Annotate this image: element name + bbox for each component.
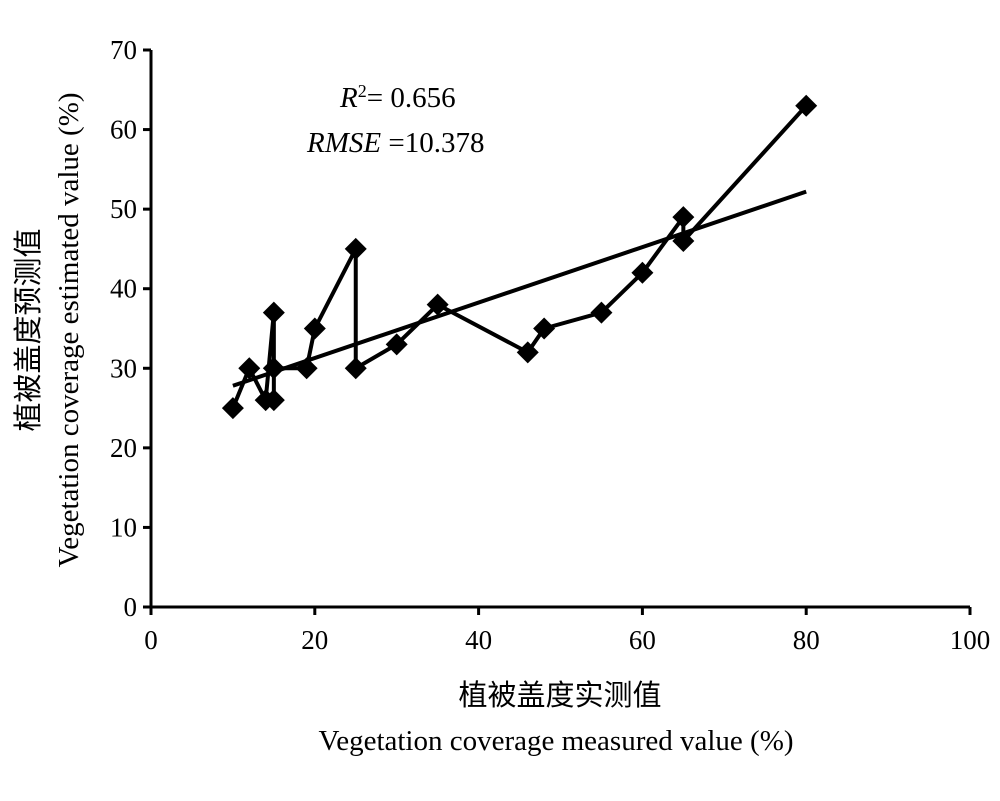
data-point-marker: [672, 229, 695, 252]
y-tick-label: 10: [110, 512, 137, 542]
data-point-marker: [590, 301, 613, 324]
data-point-marker: [672, 206, 695, 229]
y-tick-label: 70: [110, 35, 137, 65]
data-point-marker: [295, 357, 318, 380]
data-point-marker: [795, 94, 818, 117]
data-point-marker: [516, 341, 539, 364]
r2-symbol: R: [339, 82, 358, 114]
data-point-marker: [262, 357, 285, 380]
rmse-value: =10.378: [381, 127, 484, 159]
y-tick-label: 50: [110, 194, 137, 224]
data-point-marker: [533, 317, 556, 340]
plot-area: [221, 94, 818, 420]
y-axis-title-cn: 植被盖度预测值: [12, 228, 45, 431]
data-point-marker: [221, 397, 244, 420]
x-tick-label: 0: [144, 625, 158, 655]
x-axis-title-cn: 植被盖度实测值: [458, 679, 661, 712]
data-point-marker: [344, 357, 367, 380]
r2-superscript: 2: [358, 81, 367, 101]
y-tick-label: 40: [110, 274, 137, 304]
data-point-marker: [262, 389, 285, 412]
x-tick-label: 20: [301, 625, 328, 655]
r2-value: = 0.656: [367, 82, 456, 114]
data-point-marker: [262, 301, 285, 324]
rmse-symbol: RMSE: [306, 127, 381, 159]
x-tick-label: 80: [793, 625, 820, 655]
rmse-annotation: RMSE =10.378: [306, 127, 484, 159]
x-tick-label: 40: [465, 625, 492, 655]
y-tick-label: 60: [110, 115, 137, 145]
y-tick-label: 20: [110, 433, 137, 463]
x-tick-label: 100: [950, 625, 991, 655]
y-axis-title: Vegetation coverage estimated value (%): [53, 92, 85, 567]
x-tick-label: 60: [629, 625, 656, 655]
x-axis-title: Vegetation coverage measured value (%): [318, 725, 793, 757]
data-point-marker: [344, 237, 367, 260]
data-point-marker: [631, 261, 654, 284]
trend-line: [232, 189, 807, 388]
y-tick-label: 30: [110, 353, 137, 383]
data-point-marker: [385, 333, 408, 356]
axis-ticks: 0 10 20 30 40 50 60 70 0 20 40 60 80 100: [110, 35, 990, 655]
y-tick-label: 0: [124, 592, 138, 622]
data-point-marker: [303, 317, 326, 340]
data-point-marker: [426, 293, 449, 316]
r-squared-annotation: R2= 0.656: [339, 81, 456, 114]
data-point-marker: [238, 357, 261, 380]
